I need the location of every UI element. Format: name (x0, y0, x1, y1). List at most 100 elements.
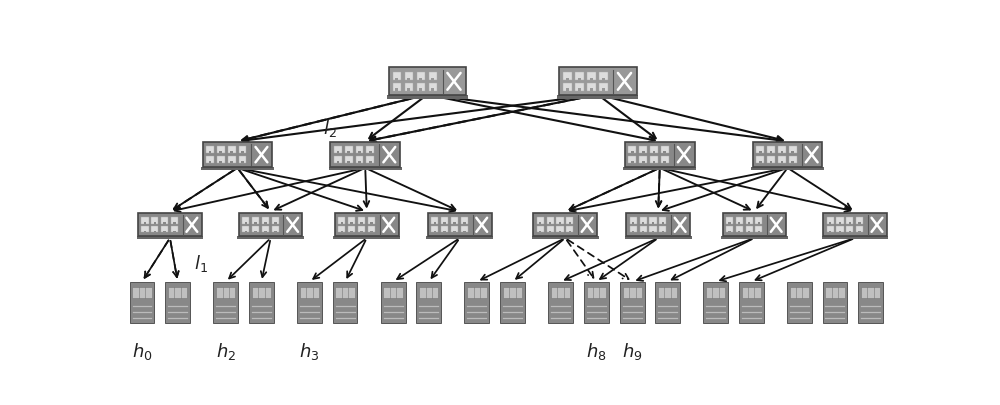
FancyBboxPatch shape (173, 230, 176, 232)
FancyBboxPatch shape (781, 151, 783, 153)
FancyBboxPatch shape (419, 88, 422, 90)
FancyBboxPatch shape (431, 88, 434, 90)
FancyBboxPatch shape (431, 78, 434, 80)
FancyBboxPatch shape (426, 237, 493, 239)
FancyBboxPatch shape (662, 230, 664, 232)
FancyBboxPatch shape (358, 151, 361, 153)
FancyBboxPatch shape (395, 88, 398, 90)
FancyBboxPatch shape (434, 222, 436, 224)
FancyBboxPatch shape (360, 230, 363, 232)
FancyBboxPatch shape (356, 146, 363, 153)
FancyBboxPatch shape (537, 217, 544, 224)
FancyBboxPatch shape (649, 217, 657, 224)
FancyBboxPatch shape (787, 283, 812, 323)
FancyBboxPatch shape (360, 222, 363, 224)
FancyBboxPatch shape (746, 217, 753, 224)
Text: $h_{0}$: $h_{0}$ (132, 341, 152, 362)
FancyBboxPatch shape (829, 222, 831, 224)
FancyBboxPatch shape (217, 146, 225, 153)
FancyBboxPatch shape (350, 222, 353, 224)
FancyBboxPatch shape (539, 230, 541, 232)
FancyBboxPatch shape (829, 230, 831, 232)
FancyBboxPatch shape (228, 146, 236, 153)
FancyBboxPatch shape (393, 83, 401, 90)
FancyBboxPatch shape (547, 226, 554, 232)
FancyBboxPatch shape (161, 217, 168, 224)
FancyBboxPatch shape (171, 226, 178, 232)
FancyBboxPatch shape (623, 287, 642, 298)
FancyBboxPatch shape (623, 167, 696, 171)
FancyBboxPatch shape (405, 83, 413, 90)
FancyBboxPatch shape (587, 72, 596, 80)
FancyBboxPatch shape (419, 78, 422, 80)
FancyBboxPatch shape (825, 287, 845, 298)
FancyBboxPatch shape (789, 156, 797, 163)
FancyBboxPatch shape (464, 283, 489, 323)
FancyBboxPatch shape (659, 226, 666, 232)
FancyBboxPatch shape (620, 283, 645, 323)
FancyBboxPatch shape (264, 222, 267, 224)
FancyBboxPatch shape (770, 151, 772, 153)
FancyBboxPatch shape (434, 230, 436, 232)
FancyBboxPatch shape (151, 226, 158, 232)
FancyBboxPatch shape (417, 72, 425, 80)
FancyBboxPatch shape (559, 67, 637, 96)
FancyBboxPatch shape (858, 283, 883, 323)
FancyBboxPatch shape (347, 151, 350, 153)
FancyBboxPatch shape (791, 151, 794, 153)
FancyBboxPatch shape (141, 217, 149, 224)
FancyBboxPatch shape (428, 213, 492, 237)
FancyBboxPatch shape (348, 217, 355, 224)
Text: $h_{8}$: $h_{8}$ (586, 341, 607, 362)
FancyBboxPatch shape (370, 222, 373, 224)
FancyBboxPatch shape (563, 83, 572, 90)
FancyBboxPatch shape (130, 283, 154, 323)
FancyBboxPatch shape (575, 72, 584, 80)
FancyBboxPatch shape (429, 83, 437, 90)
FancyBboxPatch shape (639, 146, 647, 153)
FancyBboxPatch shape (557, 96, 638, 99)
FancyBboxPatch shape (758, 222, 760, 224)
FancyBboxPatch shape (658, 287, 677, 298)
FancyBboxPatch shape (443, 230, 446, 232)
FancyBboxPatch shape (262, 226, 269, 232)
FancyBboxPatch shape (791, 161, 794, 163)
FancyBboxPatch shape (625, 142, 695, 167)
FancyBboxPatch shape (416, 283, 441, 323)
FancyBboxPatch shape (569, 230, 571, 232)
FancyBboxPatch shape (239, 156, 246, 163)
Text: $l_2$: $l_2$ (323, 117, 337, 139)
FancyBboxPatch shape (239, 146, 246, 153)
FancyBboxPatch shape (407, 78, 410, 80)
FancyBboxPatch shape (431, 217, 438, 224)
FancyBboxPatch shape (239, 213, 302, 237)
FancyBboxPatch shape (661, 146, 669, 153)
FancyBboxPatch shape (241, 161, 244, 163)
FancyBboxPatch shape (338, 226, 345, 232)
FancyBboxPatch shape (655, 283, 680, 323)
FancyBboxPatch shape (778, 156, 786, 163)
FancyBboxPatch shape (230, 151, 233, 153)
FancyBboxPatch shape (625, 237, 692, 239)
FancyBboxPatch shape (563, 72, 572, 80)
FancyBboxPatch shape (836, 226, 844, 232)
Text: $l_1$: $l_1$ (194, 253, 208, 274)
FancyBboxPatch shape (738, 230, 740, 232)
FancyBboxPatch shape (748, 222, 750, 224)
FancyBboxPatch shape (728, 230, 731, 232)
FancyBboxPatch shape (822, 237, 888, 239)
FancyBboxPatch shape (839, 230, 841, 232)
FancyBboxPatch shape (726, 226, 733, 232)
FancyBboxPatch shape (132, 287, 152, 298)
Text: $h_{3}$: $h_{3}$ (299, 341, 320, 362)
FancyBboxPatch shape (789, 146, 797, 153)
FancyBboxPatch shape (575, 83, 584, 90)
FancyBboxPatch shape (721, 237, 788, 239)
FancyBboxPatch shape (822, 283, 847, 323)
FancyBboxPatch shape (706, 287, 725, 298)
FancyBboxPatch shape (548, 283, 573, 323)
FancyBboxPatch shape (533, 213, 597, 237)
FancyBboxPatch shape (370, 230, 373, 232)
FancyBboxPatch shape (417, 83, 425, 90)
FancyBboxPatch shape (649, 226, 657, 232)
